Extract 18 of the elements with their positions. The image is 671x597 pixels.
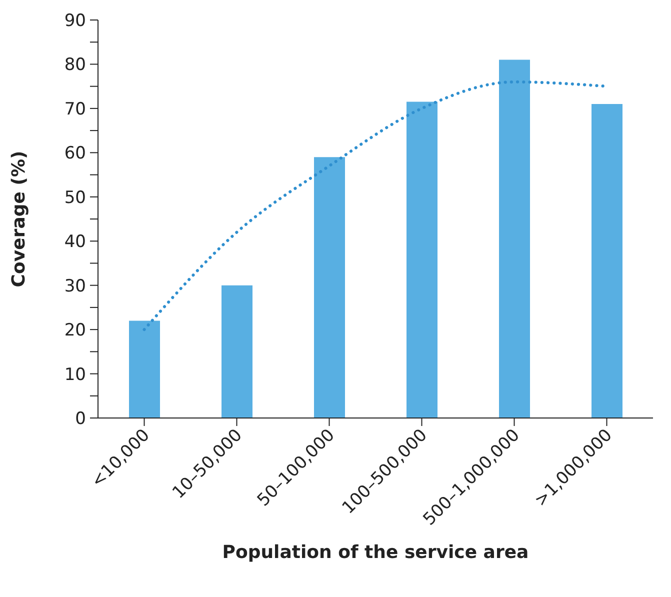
x-axis-title: Population of the service area xyxy=(222,542,529,563)
bar xyxy=(222,285,252,418)
y-tick-label: 10 xyxy=(64,364,86,385)
y-tick-label: 40 xyxy=(64,232,86,252)
bar xyxy=(314,157,345,418)
y-tick-label: 90 xyxy=(64,11,86,31)
bar xyxy=(592,104,622,418)
y-tick-label: 0 xyxy=(75,409,86,429)
y-tick-label: 20 xyxy=(64,320,86,341)
y-axis-title: Coverage (%) xyxy=(8,150,30,288)
y-tick-label: 80 xyxy=(64,55,86,76)
bar xyxy=(406,102,438,418)
y-tick-label: 50 xyxy=(64,188,86,208)
bar xyxy=(129,320,160,418)
y-tick-label: 30 xyxy=(64,276,86,296)
bar xyxy=(499,60,530,418)
y-tick-label: 70 xyxy=(64,99,86,120)
y-tick-label: 60 xyxy=(64,144,86,164)
